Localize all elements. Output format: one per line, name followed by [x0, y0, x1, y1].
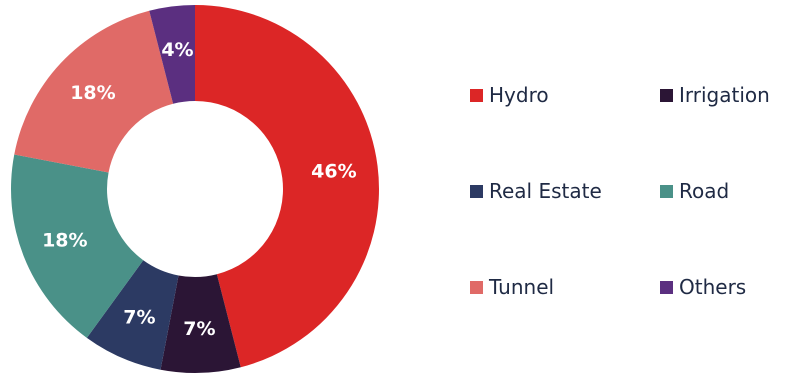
legend-label: Hydro [489, 83, 549, 107]
legend-item-real-estate: Real Estate [470, 178, 660, 274]
donut-slice-irrigation [160, 274, 241, 374]
legend-label: Real Estate [489, 179, 602, 203]
donut-slice-real-estate [86, 260, 179, 370]
donut-slice-road [11, 154, 144, 338]
donut-slices [11, 4, 380, 374]
donut-slice-others [149, 4, 195, 104]
legend-swatch [660, 185, 673, 198]
legend-item-road: Road [660, 178, 790, 274]
legend-label: Tunnel [489, 275, 555, 299]
data-label-irrigation: 7% [183, 318, 215, 340]
legend-item-tunnel: Tunnel [470, 274, 660, 370]
legend-label: Others [679, 275, 747, 299]
donut-slice-labels: 46% 7% 7% 18% 18% 4% [42, 39, 357, 340]
chart-legend: Hydro Irrigation Real Estate Road Tunnel… [470, 82, 790, 370]
donut-slice-tunnel [14, 10, 174, 173]
legend-swatch [660, 89, 673, 102]
data-label-real-estate: 7% [123, 306, 155, 328]
data-label-hydro: 46% [311, 160, 356, 182]
legend-swatch [470, 89, 483, 102]
legend-swatch [660, 281, 673, 294]
legend-item-hydro: Hydro [470, 82, 660, 178]
donut-chart: 46% 7% 7% 18% 18% 4% [11, 4, 380, 374]
legend-item-others: Others [660, 274, 790, 370]
data-label-tunnel: 18% [70, 82, 115, 104]
legend-label: Road [679, 179, 730, 203]
donut-slice-hydro [195, 4, 380, 368]
legend-label: Irrigation [679, 83, 770, 107]
legend-swatch [470, 185, 483, 198]
legend-item-irrigation: Irrigation [660, 82, 790, 178]
data-label-others: 4% [161, 39, 193, 61]
legend-swatch [470, 281, 483, 294]
data-label-road: 18% [42, 230, 87, 252]
